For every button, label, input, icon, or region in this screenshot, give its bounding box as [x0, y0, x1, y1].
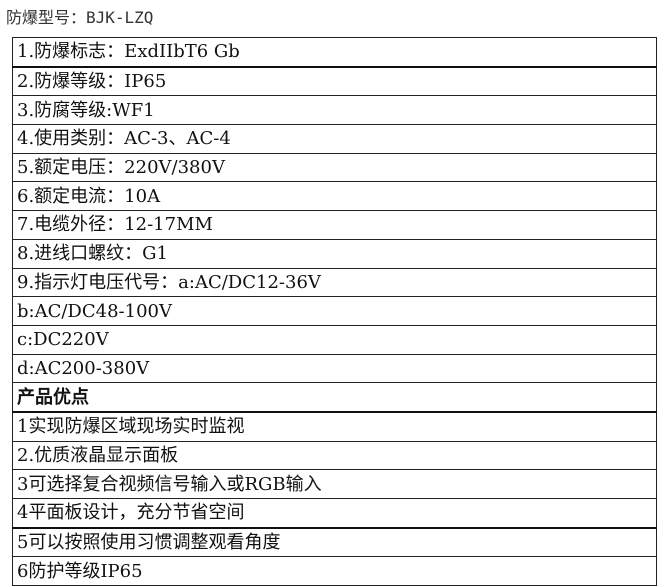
table-cell: c:DC220V [12, 324, 657, 355]
table-cell: 2.优质液晶显示面板 [12, 440, 657, 471]
table-cell: 9.指示灯电压代号：a:AC/DC12-36V [12, 267, 657, 298]
section-header-row: 产品优点 [12, 382, 657, 413]
table-cell: 4平面板设计，充分节省空间 [12, 497, 657, 529]
table-row: 2.防爆等级：IP65 [12, 65, 657, 97]
table-cell: b:AC/DC48-100V [12, 296, 657, 326]
table-row: 1实现防爆区域现场实时监视 [12, 410, 657, 442]
table-cell: 5可以按照使用习惯调整观看角度 [12, 526, 657, 558]
table-row: 5.额定电压：220V/380V [12, 152, 657, 183]
table-row: 2.优质液晶显示面板 [12, 440, 657, 471]
table-cell: d:AC200-380V [12, 353, 657, 384]
table-cell: 1.防爆标志：ExdIIbT6 Gb [12, 36, 657, 68]
table-row: d:AC200-380V [12, 353, 657, 384]
table-row: 7.电缆外径：12-17MM [12, 210, 657, 240]
table-row: 4.使用类别：AC-3、AC-4 [12, 124, 657, 154]
table-cell: 6.额定电流：10A [12, 181, 657, 212]
table-cell: 7.电缆外径：12-17MM [12, 210, 657, 240]
table-cell: 3可选择复合视频信号输入或RGB输入 [12, 469, 657, 499]
table-cell: 5.额定电压：220V/380V [12, 152, 657, 183]
table-row: 4平面板设计，充分节省空间 [12, 497, 657, 529]
model-title: 防爆型号：BJK-LZQ [6, 8, 154, 27]
table-row: 5可以按照使用习惯调整观看角度 [12, 526, 657, 558]
table-cell: 产品优点 [12, 382, 657, 413]
table-row: 9.指示灯电压代号：a:AC/DC12-36V [12, 267, 657, 298]
table-cell: 8.进线口螺纹：G1 [12, 238, 657, 269]
table-row: 6防护等级IP65 [12, 556, 657, 587]
table-cell: 4.使用类别：AC-3、AC-4 [12, 124, 657, 154]
table-row: b:AC/DC48-100V [12, 296, 657, 326]
table-cell: 2.防爆等级：IP65 [12, 65, 657, 97]
table-row: 6.额定电流：10A [12, 181, 657, 212]
table-row: 3可选择复合视频信号输入或RGB输入 [12, 469, 657, 499]
table-row: 8.进线口螺纹：G1 [12, 238, 657, 269]
table-row: 1.防爆标志：ExdIIbT6 Gb [12, 36, 657, 68]
spec-table: 1.防爆标志：ExdIIbT6 Gb 2.防爆等级：IP65 3.防腐等级:WF1 4… [12, 36, 657, 587]
table-cell: 3.防腐等级:WF1 [12, 95, 657, 126]
table-cell: 6防护等级IP65 [12, 556, 657, 587]
table-cell: 1实现防爆区域现场实时监视 [12, 410, 657, 442]
table-row: 3.防腐等级:WF1 [12, 95, 657, 126]
table-row: c:DC220V [12, 324, 657, 355]
